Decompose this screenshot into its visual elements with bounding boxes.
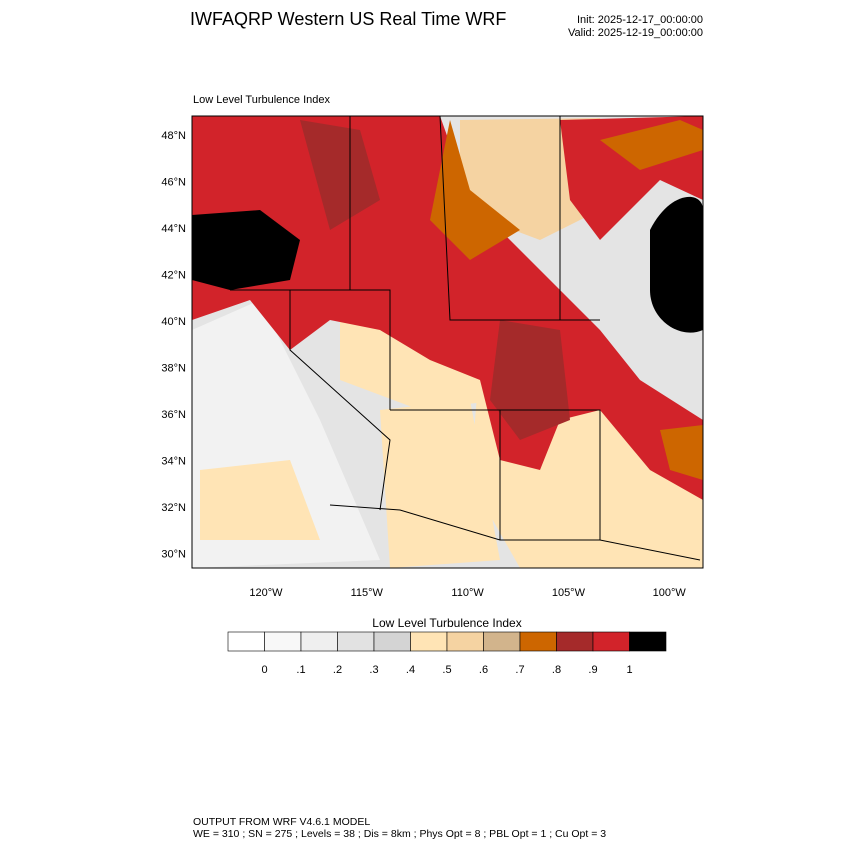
colorbar-label: .8 <box>552 664 561 676</box>
colorbar-box <box>483 631 521 652</box>
colorbar-box <box>337 631 375 652</box>
lon-label: 100°W <box>653 587 687 599</box>
lat-label: 30°N <box>161 548 186 560</box>
lat-label: 40°N <box>161 316 186 328</box>
colorbar-label: .3 <box>369 664 378 676</box>
colorbar-box <box>629 631 667 652</box>
map-field <box>192 116 703 568</box>
colorbar-label: 1 <box>626 664 632 676</box>
lat-label: 48°N <box>161 130 186 142</box>
lon-labels: 120°W 115°W 110°W 105°W 100°W <box>249 587 686 599</box>
lat-label: 32°N <box>161 502 186 514</box>
colorbar-label: .2 <box>333 664 342 676</box>
lat-label: 42°N <box>161 269 186 281</box>
lat-label: 34°N <box>161 455 186 467</box>
lon-label: 115°W <box>351 587 384 599</box>
colorbar-title: Low Level Turbulence Index <box>372 616 521 630</box>
init-time: Init: 2025-12-17_00:00:00 <box>577 14 703 26</box>
colorbar-label: .5 <box>442 664 451 676</box>
colorbar-label: .1 <box>296 664 305 676</box>
lat-labels: 48°N 46°N 44°N 42°N 40°N 38°N 36°N 34°N 32°N 30°N <box>161 130 186 561</box>
colorbar-box <box>227 631 265 652</box>
colorbar-box <box>410 631 448 652</box>
colorbar-box <box>264 631 302 652</box>
title: IWFAQRP Western US Real Time WRF <box>190 9 506 29</box>
colorbar-box <box>300 631 338 652</box>
colorbar-label: .4 <box>406 664 415 676</box>
footer-line: OUTPUT FROM WRF V4.6.1 MODEL <box>193 816 370 828</box>
lon-label: 110°W <box>451 587 484 599</box>
colorbar-box <box>519 631 557 652</box>
colorbar-label: .6 <box>479 664 488 676</box>
valid-time: Valid: 2025-12-19_00:00:00 <box>568 27 703 39</box>
colorbar-label: .9 <box>588 664 597 676</box>
lon-label: 120°W <box>249 587 283 599</box>
colorbar: 0 .1 .2 .3 .4 .5 .6 .7 .8 .9 1 <box>227 631 667 676</box>
colorbar-label: 0 <box>261 664 267 676</box>
colorbar-box <box>592 631 630 652</box>
colorbar-box <box>373 631 411 652</box>
lon-label: 105°W <box>552 587 586 599</box>
colorbar-box <box>446 631 484 652</box>
lat-label: 36°N <box>161 409 186 421</box>
footer-line: WE = 310 ; SN = 275 ; Levels = 38 ; Dis … <box>193 828 606 840</box>
lat-label: 44°N <box>161 223 186 235</box>
map-frame <box>191 115 704 569</box>
lat-label: 46°N <box>161 176 186 188</box>
lat-label: 38°N <box>161 362 186 374</box>
colorbar-label: .7 <box>515 664 524 676</box>
map-subtitle: Low Level Turbulence Index <box>193 94 330 106</box>
colorbar-box <box>556 631 594 652</box>
